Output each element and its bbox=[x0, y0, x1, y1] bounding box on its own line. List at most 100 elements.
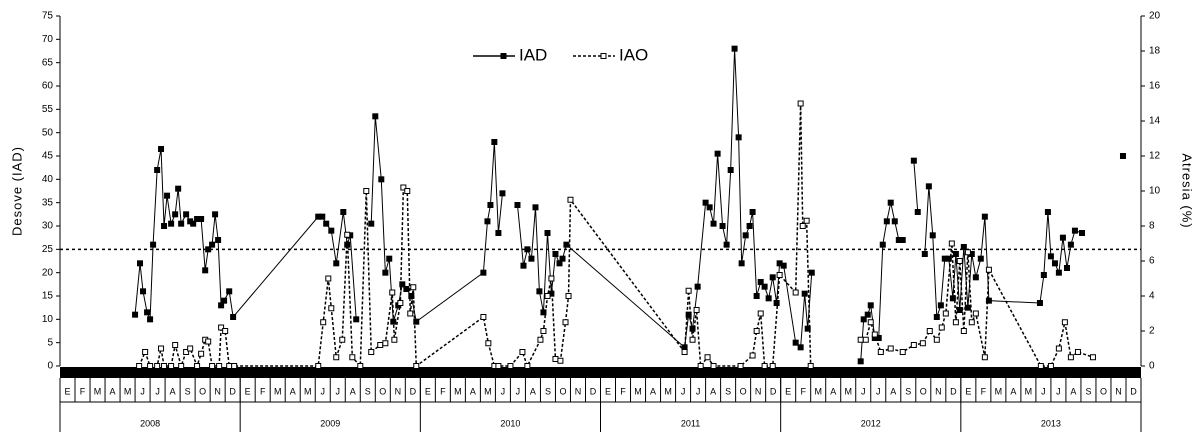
marker bbox=[945, 255, 952, 262]
marker bbox=[158, 345, 165, 352]
x-tick-label: N bbox=[935, 386, 942, 396]
marker bbox=[514, 202, 521, 208]
marker bbox=[147, 363, 154, 369]
marker bbox=[952, 319, 959, 326]
marker bbox=[977, 255, 984, 262]
marker bbox=[226, 363, 233, 369]
marker bbox=[985, 297, 992, 304]
marker bbox=[710, 363, 717, 369]
marker bbox=[753, 293, 760, 299]
marker bbox=[964, 249, 971, 256]
marker bbox=[194, 363, 201, 369]
y-tick-label: 45 bbox=[42, 151, 54, 162]
marker bbox=[226, 288, 233, 295]
marker bbox=[1063, 265, 1070, 271]
x-tick-label: J bbox=[681, 386, 686, 396]
marker bbox=[1051, 260, 1058, 267]
x-tick-label: J bbox=[876, 386, 881, 396]
y-tick-label: 0 bbox=[47, 361, 53, 372]
marker bbox=[218, 302, 225, 309]
marker bbox=[1044, 209, 1051, 215]
y-tick-label: 15 bbox=[42, 291, 54, 302]
marker bbox=[857, 336, 864, 343]
marker bbox=[372, 113, 379, 120]
marker bbox=[949, 295, 956, 302]
x-tick-label: M bbox=[484, 386, 492, 396]
y2-tick-label: 14 bbox=[1149, 116, 1161, 127]
x-tick-label: E bbox=[605, 386, 611, 396]
marker bbox=[938, 324, 945, 331]
y2-tick-label: 12 bbox=[1149, 151, 1161, 162]
marker bbox=[937, 302, 944, 309]
marker bbox=[368, 349, 375, 355]
x-tick-label: A bbox=[170, 386, 176, 396]
x-tick-label: M bbox=[664, 386, 672, 396]
marker bbox=[559, 255, 566, 262]
marker bbox=[926, 328, 933, 334]
marker bbox=[319, 213, 326, 220]
marker bbox=[883, 218, 890, 225]
y-tick-label: 60 bbox=[42, 81, 54, 92]
marker bbox=[378, 176, 385, 183]
marker bbox=[1036, 300, 1043, 306]
x-tick-label: M bbox=[1025, 386, 1033, 396]
x-tick-label: A bbox=[290, 386, 296, 396]
marker bbox=[891, 218, 898, 225]
marker bbox=[487, 202, 494, 208]
marker bbox=[172, 342, 179, 348]
marker bbox=[391, 336, 398, 343]
marker bbox=[520, 262, 527, 269]
marker bbox=[413, 363, 420, 369]
marker bbox=[209, 363, 216, 369]
y2-tick-label: 6 bbox=[1149, 256, 1155, 267]
marker bbox=[187, 345, 194, 352]
marker bbox=[914, 209, 921, 215]
series-line bbox=[516, 48, 813, 349]
x-tick-label: S bbox=[365, 386, 371, 396]
marker bbox=[727, 167, 734, 173]
marker bbox=[198, 350, 205, 357]
marker bbox=[887, 199, 894, 206]
marker bbox=[689, 325, 696, 332]
y2-tick-label: 18 bbox=[1149, 46, 1161, 57]
x-tick-label: E bbox=[425, 386, 431, 396]
marker bbox=[339, 336, 346, 343]
series-line bbox=[924, 186, 1083, 318]
x-tick-label: D bbox=[950, 386, 957, 396]
x-tick-label: N bbox=[214, 386, 221, 396]
x-tick-label: J bbox=[1056, 386, 1061, 396]
marker bbox=[320, 319, 327, 326]
marker bbox=[399, 281, 406, 288]
year-label: 2009 bbox=[320, 418, 340, 428]
marker bbox=[731, 45, 738, 52]
marker bbox=[168, 363, 175, 369]
marker bbox=[1055, 345, 1062, 352]
marker bbox=[968, 319, 975, 326]
year-label: 2010 bbox=[500, 418, 520, 428]
x-tick-label: N bbox=[1115, 386, 1122, 396]
x-tick-label: A bbox=[710, 386, 716, 396]
marker bbox=[857, 358, 864, 365]
marker bbox=[702, 199, 709, 206]
marker bbox=[964, 304, 971, 311]
marker bbox=[797, 100, 804, 107]
series-line bbox=[138, 103, 812, 369]
marker bbox=[799, 223, 806, 229]
x-tick-label: M bbox=[304, 386, 312, 396]
marker bbox=[1067, 354, 1074, 361]
marker bbox=[565, 293, 572, 299]
marker bbox=[879, 241, 886, 248]
marker bbox=[349, 354, 356, 361]
marker bbox=[567, 196, 574, 203]
x-tick-label: D bbox=[410, 386, 417, 396]
x-tick-label: A bbox=[1010, 386, 1016, 396]
marker bbox=[761, 363, 768, 369]
marker bbox=[956, 307, 963, 313]
marker bbox=[544, 293, 551, 299]
marker bbox=[749, 352, 756, 359]
marker bbox=[792, 289, 799, 296]
marker bbox=[144, 309, 151, 316]
x-tick-label: D bbox=[770, 386, 777, 396]
marker bbox=[154, 363, 161, 369]
